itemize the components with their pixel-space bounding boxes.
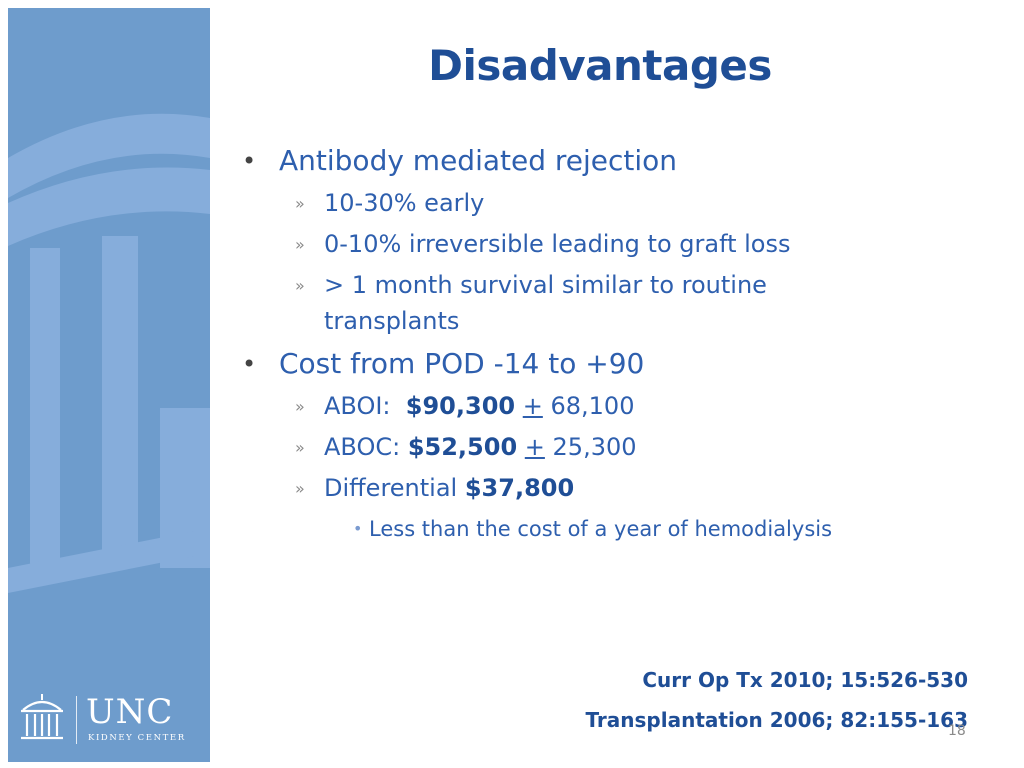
bullet-dot-icon: • — [242, 147, 257, 175]
unc-kidney-center-logo: UNC KIDNEY CENTER — [18, 692, 208, 752]
sub-bullet-text: 0-10% irreversible leading to graft loss — [324, 230, 791, 258]
sub-bullet-irreversible: » 0-10% irreversible leading to graft lo… — [242, 226, 844, 262]
aboi-label: ABOI: — [324, 392, 406, 420]
chevron-icon: » — [295, 397, 305, 416]
chevron-icon: » — [295, 194, 305, 213]
aboi-deviation: 68,100 — [550, 392, 635, 420]
differential-cost: $37,800 — [464, 474, 575, 502]
bullet-dot-icon: • — [353, 519, 363, 538]
bullet-cost: • Cost from POD -14 to +90 — [242, 345, 982, 383]
chevron-icon: » — [295, 438, 305, 457]
aboc-label: ABOC: — [324, 433, 408, 461]
old-well-watermark-icon — [8, 113, 210, 593]
bullet-antibody: • Antibody mediated rejection — [242, 142, 982, 180]
sub-sub-bullet-hemodialysis: • Less than the cost of a year of hemodi… — [242, 514, 982, 544]
sub-sub-bullet-text: Less than the cost of a year of hemodial… — [369, 517, 833, 541]
sub-bullet-aboc: » ABOC: $52,500 + 25,300 — [242, 429, 844, 465]
sidebar-panel: UNC KIDNEY CENTER — [8, 8, 210, 762]
sub-bullet-differential: » Differential $37,800 — [242, 470, 844, 506]
bullet-text: Antibody mediated rejection — [279, 144, 678, 177]
aboc-plusminus: + — [524, 433, 545, 461]
reference-2: Transplantation 2006; 82:155-163 — [585, 708, 968, 732]
aboi-plusminus: + — [522, 392, 543, 420]
aboc-deviation: 25,300 — [552, 433, 637, 461]
chevron-icon: » — [295, 479, 305, 498]
page-number: 18 — [948, 723, 966, 739]
slide-title: Disadvantages — [428, 41, 772, 90]
aboi-cost: $90,300 — [405, 392, 516, 420]
bullet-dot-icon: • — [242, 350, 257, 378]
reference-1: Curr Op Tx 2010; 15:526-530 — [642, 668, 968, 692]
chevron-icon: » — [295, 235, 305, 254]
sub-bullet-survival: » > 1 month survival similar to routine … — [242, 267, 844, 339]
sub-bullet-text: > 1 month survival similar to routine tr… — [324, 271, 767, 335]
logo-subtitle: KIDNEY CENTER — [88, 733, 186, 743]
logo-divider — [76, 696, 77, 744]
old-well-icon — [21, 694, 63, 740]
references: Curr Op Tx 2010; 15:526-530 Transplantat… — [585, 660, 968, 740]
sub-bullet-text: 10-30% early — [324, 189, 485, 217]
aboc-cost: $52,500 — [407, 433, 518, 461]
bullet-text: Cost from POD -14 to +90 — [279, 347, 645, 380]
logo-wordmark: UNC — [86, 692, 174, 732]
sub-bullet-early: » 10-30% early — [242, 185, 844, 221]
differential-label: Differential — [324, 474, 465, 502]
sub-bullet-aboi: » ABOI: $90,300 + 68,100 — [242, 388, 844, 424]
chevron-icon: » — [295, 276, 305, 295]
slide-body: • Antibody mediated rejection » 10-30% e… — [242, 136, 982, 544]
